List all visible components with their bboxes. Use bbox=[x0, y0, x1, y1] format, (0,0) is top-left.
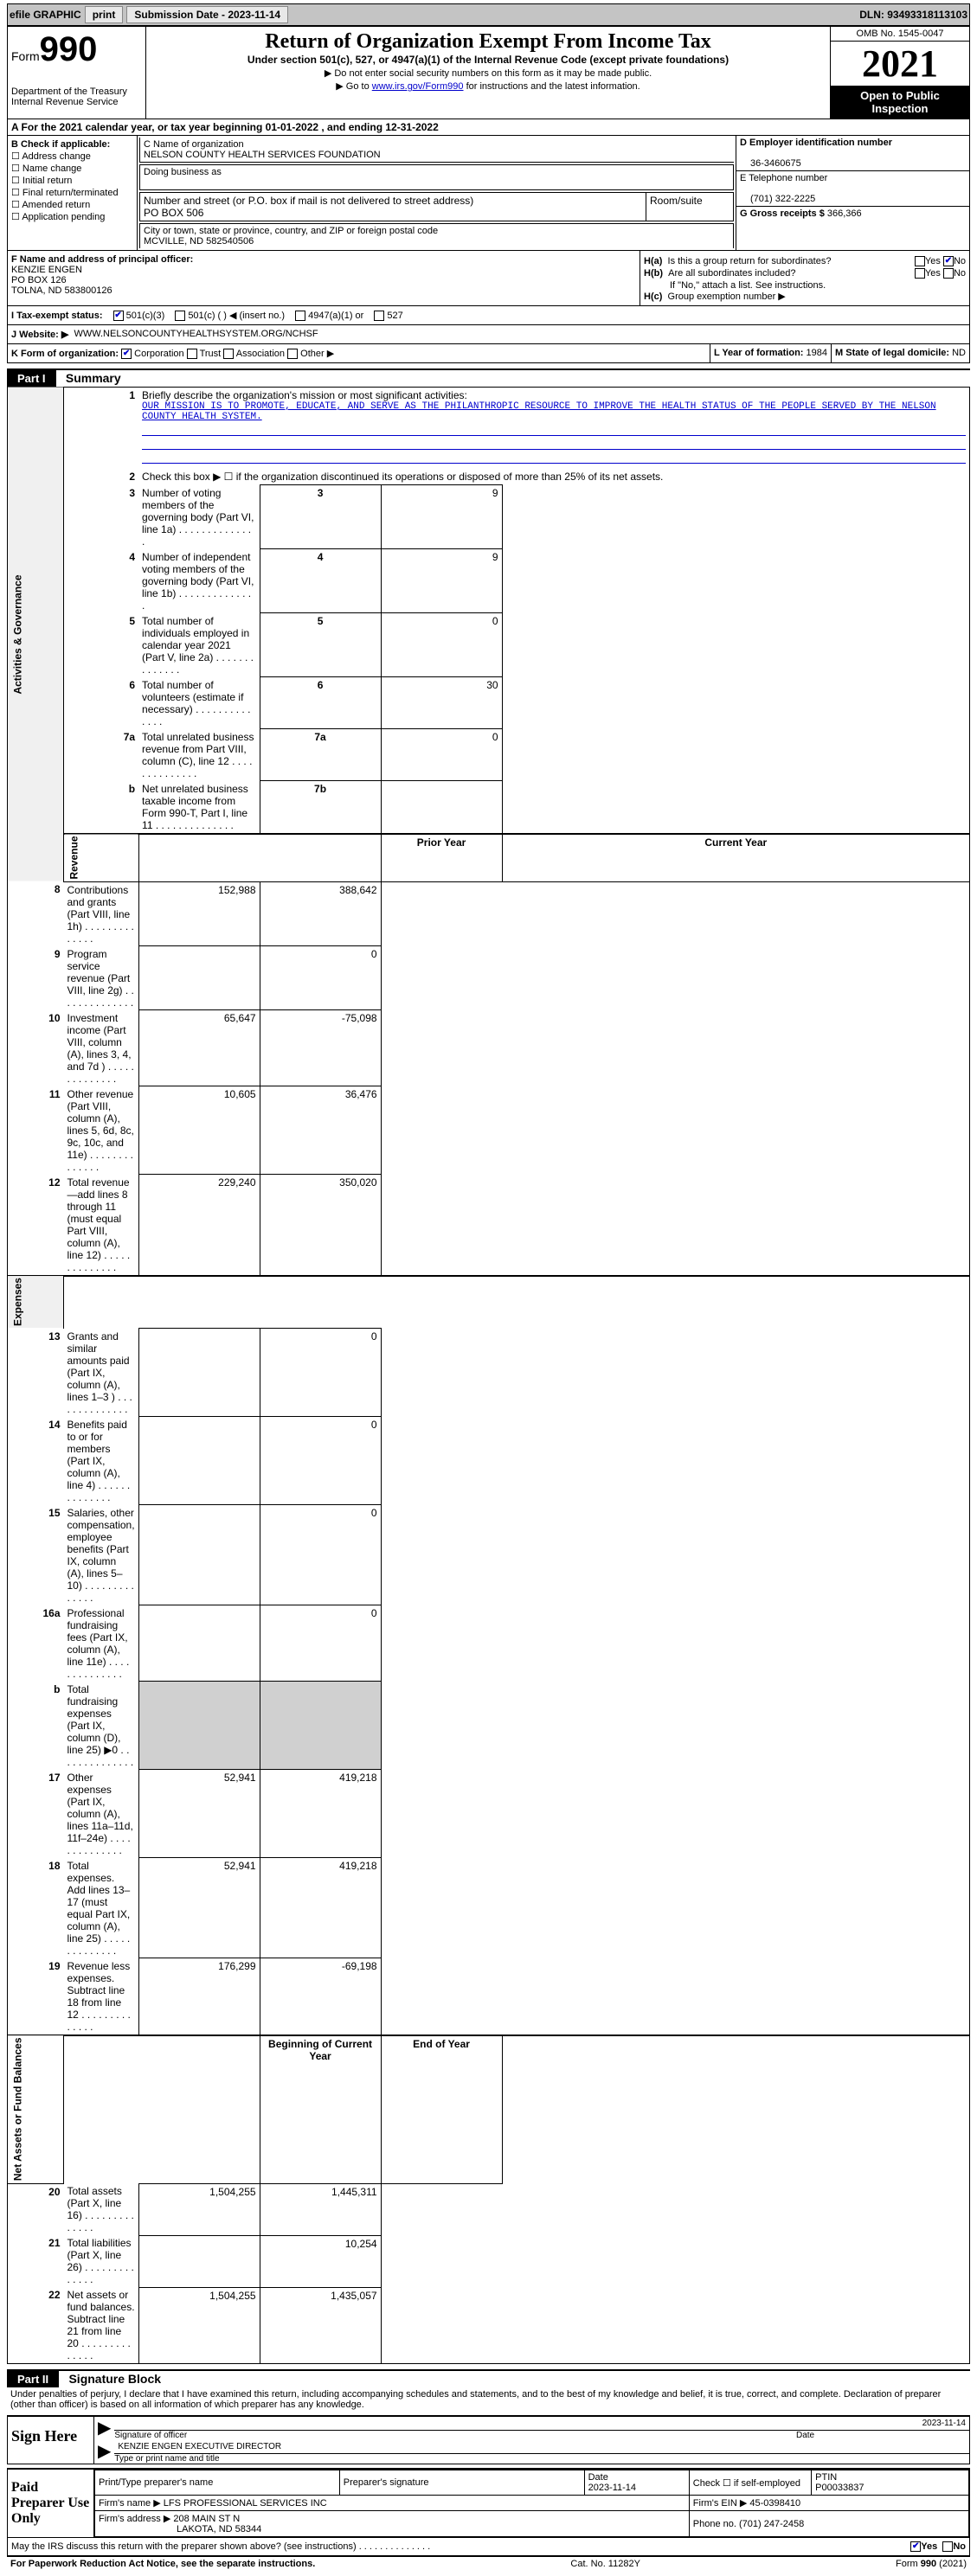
part1-header: Part I bbox=[7, 370, 56, 387]
row-j: J Website: ▶ WWW.NELSONCOUNTYHEALTHSYSTE… bbox=[7, 325, 970, 344]
begin-header: Beginning of Current Year bbox=[260, 2035, 381, 2183]
row-k: K Form of organization: Corporation Trus… bbox=[7, 344, 970, 363]
print-button[interactable]: print bbox=[85, 6, 124, 23]
chk-other[interactable] bbox=[287, 349, 298, 359]
section-fg: F Name and address of principal officer:… bbox=[7, 251, 970, 306]
chk-4947[interactable] bbox=[295, 311, 305, 321]
open-public-label: Open to Public Inspection bbox=[831, 86, 969, 119]
instruction-line1: ▶ Do not enter social security numbers o… bbox=[150, 67, 826, 79]
tel: (701) 322-2225 bbox=[740, 194, 966, 204]
omb-number: OMB No. 1545-0047 bbox=[831, 27, 969, 42]
summary-table: Activities & Governance 1 Briefly descri… bbox=[7, 387, 970, 2364]
discuss-row: May the IRS discuss this return with the… bbox=[7, 2538, 970, 2556]
mission-text: OUR MISSION IS TO PROMOTE, EDUCATE, AND … bbox=[142, 401, 966, 422]
vert-revenue: Revenue bbox=[64, 834, 139, 882]
chk-assoc[interactable] bbox=[223, 349, 234, 359]
form-subtitle: Under section 501(c), 527, or 4947(a)(1)… bbox=[150, 54, 826, 66]
line1-label: Briefly describe the organization's miss… bbox=[142, 389, 966, 401]
topbar: efile GRAPHIC print Submission Date - 20… bbox=[7, 3, 970, 26]
ha-yes[interactable] bbox=[915, 256, 925, 266]
gross-label: G Gross receipts $ bbox=[740, 208, 825, 219]
chk-pending[interactable]: ☐ Application pending bbox=[11, 211, 133, 222]
chk-501c3[interactable] bbox=[113, 311, 124, 321]
vert-activities: Activities & Governance bbox=[8, 388, 64, 882]
part2-title: Signature Block bbox=[68, 2372, 161, 2386]
f-name: KENZIE ENGEN bbox=[11, 265, 636, 275]
part2-header: Part II bbox=[7, 2371, 59, 2387]
hb-no[interactable] bbox=[943, 268, 954, 279]
ein-label: D Employer identification number bbox=[740, 138, 966, 148]
irs-link[interactable]: www.irs.gov/Form990 bbox=[372, 81, 464, 92]
ha-no[interactable] bbox=[943, 256, 954, 266]
part1-title: Summary bbox=[66, 371, 121, 385]
signature-section: Sign Here ▶ 2023-11-14 Signature of offi… bbox=[7, 2415, 970, 2464]
chk-final[interactable]: ☐ Final return/terminated bbox=[11, 187, 133, 198]
tax-year: 2021 bbox=[831, 42, 969, 86]
gross: 366,366 bbox=[827, 208, 862, 219]
city: MCVILLE, ND 582540506 bbox=[144, 236, 730, 247]
row-a: A For the 2021 calendar year, or tax yea… bbox=[7, 119, 970, 136]
chk-address[interactable]: ☐ Address change bbox=[11, 151, 133, 162]
preparer-section: Paid Preparer Use Only Print/Type prepar… bbox=[7, 2468, 970, 2538]
chk-501c[interactable] bbox=[175, 311, 185, 321]
website: WWW.NELSONCOUNTYHEALTHSYSTEM.ORG/NCHSF bbox=[74, 329, 318, 340]
instruction-line2: ▶ Go to www.irs.gov/Form990 for instruct… bbox=[150, 80, 826, 92]
footer: For Paperwork Reduction Act Notice, see … bbox=[7, 2556, 970, 2571]
vert-netassets: Net Assets or Fund Balances bbox=[8, 2035, 64, 2183]
chk-trust[interactable] bbox=[187, 349, 197, 359]
b-label: B Check if applicable: bbox=[11, 139, 133, 150]
section-bc: B Check if applicable: ☐ Address change … bbox=[7, 136, 970, 251]
chk-corp[interactable] bbox=[121, 349, 132, 359]
f-addr1: PO BOX 126 bbox=[11, 275, 636, 285]
chk-name[interactable]: ☐ Name change bbox=[11, 163, 133, 174]
c-name-label: C Name of organization bbox=[144, 139, 730, 150]
chk-527[interactable] bbox=[374, 311, 384, 321]
form-label: Form bbox=[11, 49, 40, 63]
line2: Check this box ▶ ☐ if the organization d… bbox=[138, 469, 969, 485]
room-label: Room/suite bbox=[646, 193, 733, 221]
chk-amended[interactable]: ☐ Amended return bbox=[11, 199, 133, 210]
form-number: 990 bbox=[40, 30, 98, 68]
discuss-no[interactable] bbox=[942, 2541, 953, 2552]
vert-expenses: Expenses bbox=[8, 1276, 64, 1329]
city-label: City or town, state or province, country… bbox=[144, 226, 730, 236]
addr: PO BOX 506 bbox=[144, 207, 642, 219]
dept-label: Department of the Treasury bbox=[11, 87, 142, 97]
submission-button[interactable]: Submission Date - 2023-11-14 bbox=[126, 6, 288, 23]
sign-here-label: Sign Here bbox=[8, 2417, 94, 2464]
discuss-yes[interactable] bbox=[910, 2541, 921, 2552]
hb-yes[interactable] bbox=[915, 268, 925, 279]
prior-header: Prior Year bbox=[381, 834, 502, 882]
footer-left: For Paperwork Reduction Act Notice, see … bbox=[10, 2559, 315, 2569]
hb-note: If "No," attach a list. See instructions… bbox=[644, 280, 966, 291]
chk-initial[interactable]: ☐ Initial return bbox=[11, 175, 133, 186]
arrow-icon: ▶ bbox=[94, 2417, 114, 2440]
form-title: Return of Organization Exempt From Incom… bbox=[150, 30, 826, 54]
current-header: Current Year bbox=[502, 834, 969, 882]
arrow-icon: ▶ bbox=[94, 2440, 114, 2464]
paid-prep-label: Paid Preparer Use Only bbox=[8, 2470, 94, 2537]
efile-label: efile GRAPHIC bbox=[10, 9, 81, 21]
f-addr2: TOLNA, ND 583800126 bbox=[11, 285, 636, 296]
irs-label: Internal Revenue Service bbox=[11, 97, 142, 107]
end-header: End of Year bbox=[381, 2035, 502, 2183]
tel-label: E Telephone number bbox=[740, 173, 966, 183]
row-i: I Tax-exempt status: 501(c)(3) 501(c) ( … bbox=[7, 306, 970, 325]
addr-label: Number and street (or P.O. box if mail i… bbox=[144, 195, 642, 207]
footer-mid: Cat. No. 11282Y bbox=[570, 2559, 640, 2569]
dba-label: Doing business as bbox=[144, 167, 730, 177]
form-header: Form990 Department of the Treasury Inter… bbox=[7, 26, 970, 119]
officer-name: KENZIE ENGEN EXECUTIVE DIRECTOR bbox=[114, 2440, 969, 2454]
footer-right: Form 990 (2021) bbox=[896, 2559, 967, 2569]
penalty-text: Under penalties of perjury, I declare th… bbox=[7, 2387, 970, 2412]
ein: 36-3460675 bbox=[740, 158, 966, 169]
f-label: F Name and address of principal officer: bbox=[11, 254, 193, 265]
dln-label: DLN: 93493318113103 bbox=[859, 9, 967, 21]
col-b: B Check if applicable: ☐ Address change … bbox=[8, 136, 138, 250]
c-name: NELSON COUNTY HEALTH SERVICES FOUNDATION bbox=[144, 150, 730, 160]
